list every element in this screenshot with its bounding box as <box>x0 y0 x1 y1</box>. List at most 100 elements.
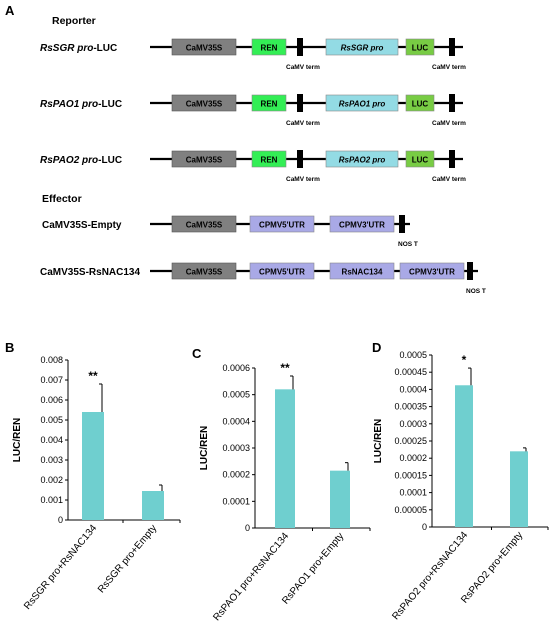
y-tick-label: 0.0006 <box>222 363 250 373</box>
construct-box <box>171 262 237 280</box>
construct-label: RsPAO1 pro-LUC <box>40 99 122 110</box>
bar <box>275 389 295 528</box>
category-label: RsPAO2 pro+RsNAC134 <box>390 530 470 623</box>
y-tick-label: 0.0005 <box>399 350 427 360</box>
significance-mark: ** <box>88 369 98 383</box>
panel-a-constructs: A Reporter Effector RsSGR pro-LUC CaMV35S… <box>5 3 486 295</box>
construct-box-label: LUC <box>412 100 429 109</box>
construct-box <box>249 215 315 233</box>
terminator-label: CaMV term <box>286 120 320 127</box>
construct-box-label: LUC <box>412 44 429 53</box>
bar <box>82 412 104 520</box>
reporter-heading: Reporter <box>52 15 96 27</box>
panel-a-letter: A <box>5 3 15 18</box>
y-tick-label: 0.0002 <box>222 470 250 480</box>
construct-box-label: RsPAO2 pro <box>339 156 386 165</box>
bar <box>455 385 473 527</box>
panel-letter: D <box>372 340 381 355</box>
construct-label-suffix: CaMV35S-RsNAC134 <box>40 267 140 278</box>
construct-box <box>251 150 287 168</box>
construct-box <box>399 262 465 280</box>
construct-label: RsSGR pro-LUC <box>40 43 117 54</box>
significance-mark: * <box>462 353 467 367</box>
terminator-label: CaMV term <box>432 64 466 71</box>
y-axis-label: LUC/REN <box>199 426 210 470</box>
significance-mark: ** <box>280 361 290 375</box>
construct-box-label: CPMV3'UTR <box>339 221 385 230</box>
construct-box <box>405 150 435 168</box>
construct-box-label: CPMV3'UTR <box>409 268 455 277</box>
terminator-label: CaMV term <box>432 176 466 183</box>
construct-box-label: REN <box>261 100 278 109</box>
y-tick-label: 0.002 <box>40 475 63 485</box>
construct-label-suffix: -LUC <box>98 155 122 166</box>
y-tick-label: 0.00035 <box>394 402 427 412</box>
construct-row: CaMV35S-Empty CaMV35S CPMV5'UTR CPMV3'UTR NO… <box>42 215 418 248</box>
terminator-block <box>449 38 455 56</box>
construct-label-suffix: CaMV35S-Empty <box>42 220 122 231</box>
y-tick-label: 0.008 <box>40 355 63 365</box>
y-tick-label: 0.00015 <box>394 470 427 480</box>
construct-label: CaMV35S-RsNAC134 <box>40 267 140 278</box>
y-tick-label: 0.0004 <box>399 384 427 394</box>
y-tick-label: 0.00025 <box>394 436 427 446</box>
panel-letter: B <box>5 340 14 355</box>
construct-box-label: CaMV35S <box>186 156 223 165</box>
terminator-block <box>449 94 455 112</box>
y-tick-label: 0.00005 <box>394 505 427 515</box>
y-tick-label: 0.0002 <box>399 453 427 463</box>
construct-box-label: RsSGR pro <box>341 44 384 53</box>
construct-box <box>329 215 395 233</box>
y-tick-label: 0 <box>422 522 427 532</box>
y-tick-label: 0.0004 <box>222 416 250 426</box>
construct-box <box>171 150 237 168</box>
construct-label-suffix: -LUC <box>98 99 122 110</box>
construct-box <box>171 38 237 56</box>
construct-box <box>325 38 399 56</box>
effector-heading: Effector <box>42 193 82 205</box>
construct-box-label: CaMV35S <box>186 100 223 109</box>
y-tick-label: 0.007 <box>40 375 63 385</box>
construct-label: CaMV35S-Empty <box>42 220 122 231</box>
y-tick-label: 0.006 <box>40 395 63 405</box>
y-tick-label: 0.00045 <box>394 367 427 377</box>
category-label: RsPAO2 pro+Empty <box>459 530 525 606</box>
terminator-label: CaMV term <box>286 176 320 183</box>
construct-box <box>171 215 237 233</box>
y-tick-label: 0.0003 <box>222 443 250 453</box>
terminator-block <box>297 94 303 112</box>
y-axis-label: LUC/REN <box>373 419 384 463</box>
construct-box-label: REN <box>261 44 278 53</box>
panel-letter: C <box>192 346 202 361</box>
construct-box <box>171 94 237 112</box>
construct-box-label: CaMV35S <box>186 268 223 277</box>
construct-box-label: REN <box>261 156 278 165</box>
construct-box-label: CPMV5'UTR <box>259 221 305 230</box>
construct-box <box>325 150 399 168</box>
construct-label-suffix: -LUC <box>93 43 117 54</box>
construct-box <box>249 262 315 280</box>
y-axis-label: LUC/REN <box>12 418 23 462</box>
construct-box-label: LUC <box>412 156 429 165</box>
bar <box>330 470 350 528</box>
y-tick-label: 0.004 <box>40 435 63 445</box>
y-tick-label: 0.0003 <box>399 419 427 429</box>
construct-box-label: RsNAC134 <box>342 268 383 277</box>
terminator-block <box>297 150 303 168</box>
construct-label-gene: RsPAO2 pro <box>40 155 98 166</box>
construct-row: RsPAO2 pro-LUC CaMV35S REN RsPAO2 pro LUCCaM… <box>40 150 466 183</box>
terminator-block <box>449 150 455 168</box>
category-label: RsPAO1 pro+RsNAC134 <box>211 531 291 624</box>
construct-box <box>325 94 399 112</box>
bar <box>142 491 164 520</box>
category-label: RsSGR pro+Empty <box>96 523 159 595</box>
construct-box-label: CaMV35S <box>186 221 223 230</box>
y-tick-label: 0.003 <box>40 455 63 465</box>
construct-box <box>329 262 395 280</box>
y-tick-label: 0.001 <box>40 495 63 505</box>
category-label: RsSGR pro+RsNAC134 <box>22 523 99 612</box>
construct-box <box>251 38 287 56</box>
y-tick-label: 0.0001 <box>222 496 250 506</box>
construct-box-label: CaMV35S <box>186 44 223 53</box>
